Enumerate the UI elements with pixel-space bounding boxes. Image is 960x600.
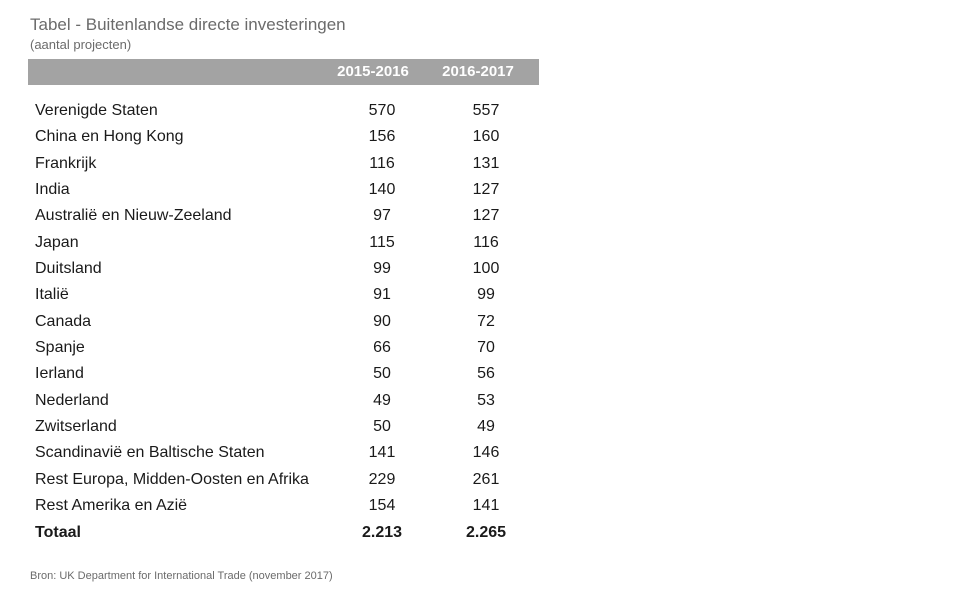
value-2015-2016: 99 bbox=[373, 260, 391, 278]
value-2015-2016: 570 bbox=[368, 102, 396, 119]
table-row: Frankrijk 116 131 bbox=[28, 151, 539, 177]
table-row: Scandinavië en Baltische Staten 141 146 bbox=[28, 440, 539, 466]
row-label: Totaal bbox=[35, 523, 81, 541]
row-label: Canada bbox=[35, 312, 92, 330]
row-label: Rest Amerika en Azië bbox=[35, 497, 188, 515]
value-2016-2017: 2.265 bbox=[465, 523, 507, 541]
value-2015-2016: 90 bbox=[373, 312, 391, 330]
value-2016-2017: 127 bbox=[472, 207, 500, 225]
row-label: Italië bbox=[35, 286, 69, 304]
value-2015-2016: 2.213 bbox=[361, 523, 403, 541]
value-2016-2017: 70 bbox=[477, 339, 495, 357]
value-2016-2017: 100 bbox=[472, 260, 500, 278]
table-row: Rest Europa, Midden-Oosten en Afrika 229 2… bbox=[28, 467, 539, 493]
value-2016-2017: 557 bbox=[472, 102, 500, 119]
value-2015-2016: 229 bbox=[368, 470, 396, 488]
table-row: Canada 90 72 bbox=[28, 309, 539, 335]
value-2015-2016: 50 bbox=[373, 418, 391, 436]
table-row: Duitsland 99 100 bbox=[28, 256, 539, 282]
column-header-2016-2017: 2016-2017 bbox=[442, 63, 514, 80]
table-row: Italië 91 99 bbox=[28, 282, 539, 308]
value-2015-2016: 116 bbox=[369, 154, 395, 172]
table-row: China en Hong Kong 156 160 bbox=[28, 124, 539, 150]
value-2015-2016: 50 bbox=[373, 365, 391, 383]
column-header-2015-2016: 2015-2016 bbox=[337, 63, 409, 80]
value-2016-2017: 49 bbox=[477, 418, 495, 436]
value-2016-2017: 53 bbox=[477, 391, 495, 409]
row-label: Ierland bbox=[35, 365, 84, 383]
row-label: China en Hong Kong bbox=[35, 128, 184, 146]
row-label: Frankrijk bbox=[35, 154, 97, 172]
value-2016-2017: 99 bbox=[477, 286, 495, 304]
value-2016-2017: 160 bbox=[472, 128, 500, 146]
row-label: Verenigde Staten bbox=[35, 102, 158, 119]
value-2015-2016: 66 bbox=[373, 339, 391, 357]
value-2015-2016: 156 bbox=[368, 128, 396, 146]
value-2016-2017: 116 bbox=[473, 233, 499, 251]
row-label: Scandinavië en Baltische Staten bbox=[35, 444, 265, 462]
value-2015-2016: 49 bbox=[373, 391, 391, 409]
source-note: Bron: UK Department for International Tr… bbox=[30, 570, 333, 582]
row-label: Zwitserland bbox=[35, 418, 117, 436]
table-row: Verenigde Staten 570 557 bbox=[28, 98, 539, 124]
value-2016-2017: 72 bbox=[477, 312, 495, 330]
table-row: Rest Amerika en Azië 154 141 bbox=[28, 493, 539, 519]
value-2015-2016: 140 bbox=[368, 181, 396, 199]
table-row: India 140 127 bbox=[28, 177, 539, 203]
value-2016-2017: 56 bbox=[477, 365, 495, 383]
row-label: Australië en Nieuw-Zeeland bbox=[35, 207, 232, 225]
value-2016-2017: 141 bbox=[472, 497, 500, 515]
value-2015-2016: 91 bbox=[373, 286, 391, 304]
value-2015-2016: 141 bbox=[368, 444, 396, 462]
row-label: Japan bbox=[35, 233, 79, 251]
value-2016-2017: 127 bbox=[472, 181, 500, 199]
table-subtitle: (aantal projecten) bbox=[30, 37, 132, 52]
table-total-row: Totaal 2.213 2.265 bbox=[28, 520, 539, 546]
table-body: Verenigde Staten 570 557 China en Hong Kong… bbox=[28, 98, 539, 546]
table-row: Spanje 66 70 bbox=[28, 335, 539, 361]
row-label: Rest Europa, Midden-Oosten en Afrika bbox=[35, 470, 309, 488]
table-title: Tabel - Buitenlandse directe investering… bbox=[30, 15, 346, 34]
value-2015-2016: 115 bbox=[369, 233, 395, 251]
value-2015-2016: 154 bbox=[368, 497, 396, 515]
row-label: India bbox=[35, 181, 70, 199]
value-2016-2017: 261 bbox=[472, 470, 500, 488]
table-row: Japan 115 116 bbox=[28, 230, 539, 256]
table-row: Australië en Nieuw-Zeeland 97 127 bbox=[28, 203, 539, 229]
row-label: Nederland bbox=[35, 391, 109, 409]
table-row: Ierland 50 56 bbox=[28, 361, 539, 387]
row-label: Spanje bbox=[35, 339, 85, 357]
value-2015-2016: 97 bbox=[373, 207, 391, 225]
table-row: Nederland 49 53 bbox=[28, 388, 539, 414]
table-row: Zwitserland 50 49 bbox=[28, 414, 539, 440]
row-label: Duitsland bbox=[35, 260, 102, 278]
table-header: 2015-2016 2016-2017 bbox=[28, 59, 539, 85]
value-2016-2017: 131 bbox=[472, 154, 500, 172]
value-2016-2017: 146 bbox=[472, 444, 500, 462]
